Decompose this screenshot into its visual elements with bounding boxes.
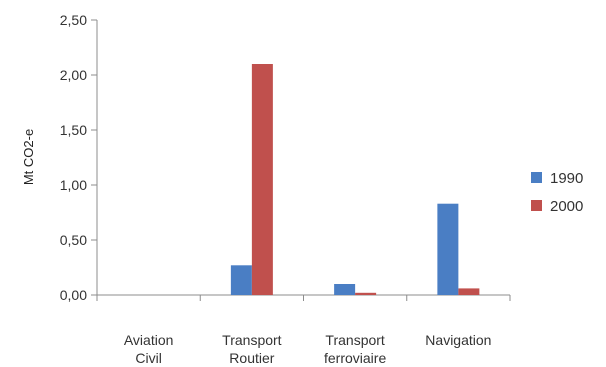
bar-2000-transport-routier xyxy=(251,64,273,295)
y-axis: 0,00 0,50 1,00 1,50 2,00 2,50 xyxy=(60,12,98,303)
bar-2000-transport-ferroviaire xyxy=(355,292,377,295)
x-category-label: Aviation Civil xyxy=(124,332,174,366)
y-tick-label: 0,00 xyxy=(60,287,87,303)
legend-swatch-2000 xyxy=(531,200,542,211)
legend-label-2000: 2000 xyxy=(550,198,583,215)
legend: 1990 2000 xyxy=(531,170,583,215)
bar-1990-navigation xyxy=(437,203,459,295)
y-tick-label: 1,00 xyxy=(60,177,87,193)
bar-2000-navigation xyxy=(458,288,480,295)
bar-1990-transport-routier xyxy=(230,265,252,295)
x-axis: Aviation Civil Transport Routier Transport fe… xyxy=(96,294,511,366)
y-axis-label: Mt CO2-e xyxy=(21,129,36,185)
legend-label-1990: 1990 xyxy=(550,170,583,187)
x-category-label: Navigation xyxy=(425,332,491,348)
x-category-label: Transport ferroviaire xyxy=(324,332,386,366)
y-tick-label: 0,50 xyxy=(60,232,87,248)
y-tick-label: 2,00 xyxy=(60,67,87,83)
legend-swatch-1990 xyxy=(531,172,542,183)
bars xyxy=(230,64,480,295)
x-category-label: Transport Routier xyxy=(222,332,282,366)
y-tick-label: 1,50 xyxy=(60,122,87,138)
bar-1990-transport-ferroviaire xyxy=(334,284,356,295)
y-tick-label: 2,50 xyxy=(60,12,87,28)
